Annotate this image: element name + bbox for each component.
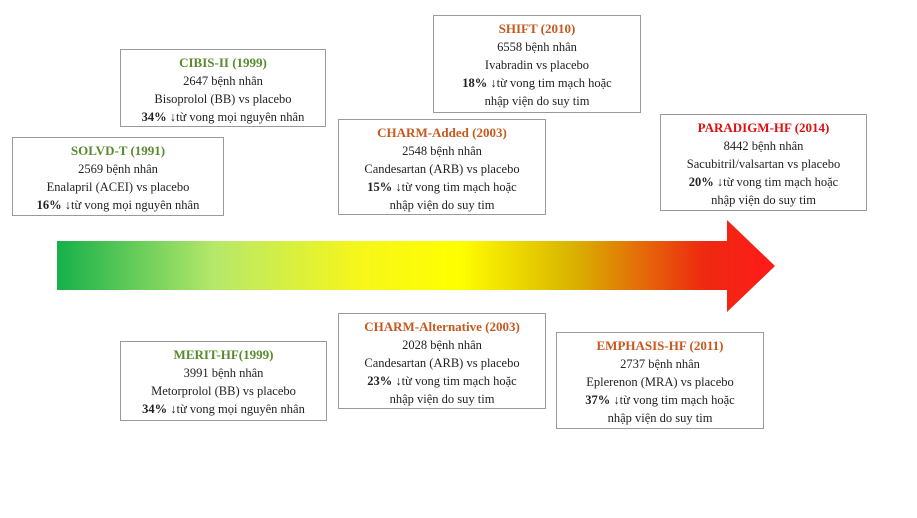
trial-box-charm-alternative: CHARM-Alternative (2003) 2028 bệnh nhân … — [338, 313, 546, 409]
trial-comparison: Metorprolol (BB) vs placebo — [151, 384, 296, 398]
trial-title: SOLVD-T (1991) — [70, 143, 166, 158]
trial-title: EMPHASIS-HF (2011) — [596, 338, 724, 353]
trial-pct: 34% — [142, 402, 168, 416]
trial-result: 18% ↓từ vong tim mạch hoặc — [434, 74, 640, 92]
trial-pct: 16% — [36, 198, 62, 212]
trial-patients: 2737 bệnh nhân — [620, 357, 700, 371]
trial-result: 34% ↓từ vong mọi nguyên nhân — [121, 108, 325, 126]
trial-title: CHARM-Alternative (2003) — [364, 319, 520, 334]
trial-box-shift: SHIFT (2010) 6558 bệnh nhân Ivabradin vs… — [433, 15, 641, 113]
trial-result-text: ↓từ vong tim mạch hoặc — [392, 374, 517, 388]
trial-box-paradigm: PARADIGM-HF (2014) 8442 bệnh nhân Sacubi… — [660, 114, 867, 211]
trial-comparison: Bisoprolol (BB) vs placebo — [154, 92, 292, 106]
trial-patients: 2647 bệnh nhân — [183, 74, 263, 88]
trial-pct: 34% — [141, 110, 167, 124]
trial-result: 34% ↓từ vong mọi nguyên nhân — [121, 400, 326, 418]
trial-result-text: ↓từ vong mọi nguyên nhân — [166, 110, 305, 124]
trial-result-text: ↓từ vong tim mạch hoặc — [392, 180, 517, 194]
arrow-shape — [57, 220, 775, 312]
trial-box-cibis: CIBIS-II (1999) 2647 bệnh nhân Bisoprolo… — [120, 49, 326, 127]
trial-pct: 37% — [585, 393, 611, 407]
trial-result-cont: nhập viện do suy tim — [607, 411, 713, 425]
trial-patients: 2548 bệnh nhân — [402, 144, 482, 158]
trial-result: 37% ↓từ vong tim mạch hoặc — [557, 391, 763, 409]
trial-title: CIBIS-II (1999) — [179, 55, 267, 70]
trial-pct: 18% — [462, 76, 488, 90]
trial-result-text: ↓từ vong mọi nguyên nhân — [61, 198, 200, 212]
trial-comparison: Ivabradin vs placebo — [484, 58, 590, 72]
trial-pct: 15% — [367, 180, 393, 194]
trial-result-text: ↓từ vong mọi nguyên nhân — [167, 402, 305, 416]
trial-pct: 23% — [367, 374, 393, 388]
trial-result-text: ↓từ vong tim mạch hoặc — [610, 393, 735, 407]
trial-comparison: Eplerenon (MRA) vs placebo — [586, 375, 734, 389]
trial-title: PARADIGM-HF (2014) — [697, 120, 830, 135]
trial-title: CHARM-Added (2003) — [377, 125, 507, 140]
trial-patients: 2569 bệnh nhân — [78, 162, 158, 176]
trial-patients: 3991 bệnh nhân — [183, 366, 264, 380]
trial-patients: 2028 bệnh nhân — [402, 338, 482, 352]
trial-comparison: Sacubitril/valsartan vs placebo — [686, 157, 841, 171]
trial-patients: 8442 bệnh nhân — [723, 139, 804, 153]
trial-comparison: Enalapril (ACEI) vs placebo — [46, 180, 190, 194]
trial-pct: 20% — [688, 175, 714, 189]
trial-title: MERIT-HF(1999) — [173, 347, 274, 362]
trial-title: SHIFT (2010) — [498, 21, 576, 36]
trial-result: 23% ↓từ vong tim mạch hoặc — [339, 372, 545, 390]
trial-result: 16% ↓từ vong mọi nguyên nhân — [13, 196, 223, 214]
trial-patients: 6558 bệnh nhân — [497, 40, 577, 54]
trial-result: 15% ↓từ vong tim mạch hoặc — [339, 178, 545, 196]
trial-comparison: Candesartan (ARB) vs placebo — [364, 162, 520, 176]
trial-result-cont: nhập viện do suy tim — [484, 94, 590, 108]
trial-box-charm-added: CHARM-Added (2003) 2548 bệnh nhân Candes… — [338, 119, 546, 215]
trial-result-text: ↓từ vong tim mạch hoặc — [487, 76, 612, 90]
trial-box-merit: MERIT-HF(1999) 3991 bệnh nhân Metorprolo… — [120, 341, 327, 421]
trial-box-emphasis: EMPHASIS-HF (2011) 2737 bệnh nhân Eplere… — [556, 332, 764, 429]
trial-result-text: ↓từ vong tim mạch hoặc — [713, 175, 839, 189]
trial-result-cont: nhập viện do suy tim — [389, 198, 495, 212]
trial-result-cont: nhập viện do suy tim — [389, 392, 495, 406]
trial-comparison: Candesartan (ARB) vs placebo — [364, 356, 520, 370]
trial-result: 20% ↓từ vong tim mạch hoặc — [661, 173, 866, 191]
trial-box-solvd: SOLVD-T (1991) 2569 bệnh nhân Enalapril … — [12, 137, 224, 216]
trial-result-cont: nhập viện do suy tim — [711, 193, 816, 207]
